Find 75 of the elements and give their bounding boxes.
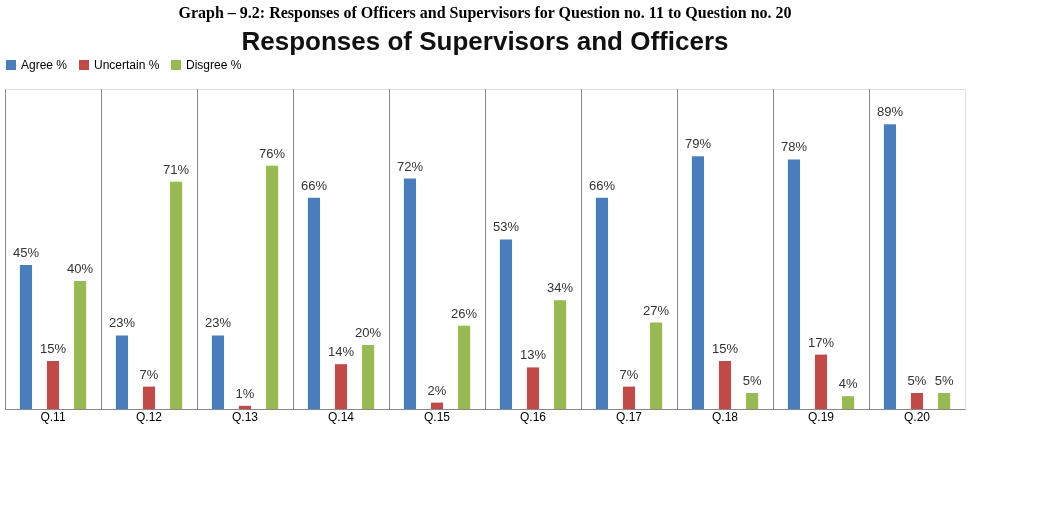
bar (937, 393, 951, 409)
data-label: 40% (67, 261, 94, 276)
bar (334, 364, 348, 409)
data-label: 78% (780, 139, 808, 155)
x-tick-label: Q.16 (519, 409, 547, 424)
bar (499, 239, 513, 409)
bar (841, 396, 855, 409)
data-label: 5% (742, 373, 762, 388)
legend-label: Uncertain % (94, 58, 160, 72)
bar (73, 281, 87, 409)
bar (361, 345, 375, 409)
bar (307, 197, 321, 409)
data-label: 76% (259, 145, 286, 161)
bar (142, 386, 156, 409)
bar (910, 393, 924, 409)
data-label: 7% (139, 366, 159, 382)
legend-label: Agree % (21, 58, 68, 72)
data-label: 53% (492, 219, 520, 235)
data-label: 5% (907, 373, 927, 388)
text: Graph – 9.2: Responses of Officers and Supervisors for Question no. 11 to Question no. 20 (178, 4, 792, 22)
x-tick-label: Q.20 (903, 409, 931, 424)
legend-label: Disgree % (186, 58, 242, 72)
data-label: 20% (355, 325, 382, 340)
bar (46, 361, 60, 409)
x-tick-label: Q.11 (40, 409, 66, 424)
bar (169, 181, 183, 409)
bar (211, 335, 225, 409)
bar (691, 156, 705, 409)
data-label: 45% (12, 245, 40, 260)
data-label: 15% (39, 341, 67, 356)
bar (883, 124, 897, 409)
bar (238, 405, 252, 409)
x-tick-label: Q.15 (423, 409, 451, 424)
data-label: 23% (108, 315, 136, 331)
data-label: 13% (519, 347, 547, 363)
data-label: 2% (427, 382, 447, 398)
bar (787, 159, 801, 409)
bar (718, 361, 732, 409)
data-label: 15% (711, 341, 739, 356)
data-label: 79% (684, 136, 712, 152)
bar (19, 265, 33, 409)
bar (745, 393, 759, 409)
chart-title: Responses of Supervisors and Officers (241, 26, 729, 56)
bar (115, 335, 129, 409)
data-label: 7% (619, 366, 639, 382)
data-label: 26% (451, 305, 478, 321)
x-tick-label: Q.12 (135, 409, 163, 424)
bar (622, 386, 636, 409)
bar (430, 402, 444, 409)
bar (526, 367, 540, 409)
data-label: 4% (838, 376, 858, 392)
data-label: 14% (327, 344, 355, 360)
x-tick-label: Q.14 (327, 409, 355, 424)
x-tick-label: Q.13 (231, 409, 259, 424)
data-label: 27% (643, 302, 670, 318)
data-label: 89% (876, 104, 904, 120)
data-label: 5% (934, 373, 954, 388)
data-label: 23% (204, 315, 232, 331)
data-label: 66% (588, 177, 616, 193)
bar (595, 197, 609, 409)
x-tick-label: Q.19 (807, 409, 835, 424)
data-label: 17% (807, 334, 835, 350)
bar (403, 178, 417, 409)
bar (553, 300, 567, 409)
data-label: 71% (163, 161, 190, 177)
x-tick-label: Q.17 (615, 409, 643, 424)
bar (649, 322, 663, 409)
data-label: 34% (547, 280, 574, 296)
bar (814, 354, 828, 409)
bar (265, 165, 279, 409)
bar (457, 325, 471, 409)
data-label: 66% (300, 177, 328, 193)
x-tick-label: Q.18 (711, 409, 739, 424)
data-label: 1% (235, 385, 255, 401)
data-label: 72% (396, 158, 424, 174)
